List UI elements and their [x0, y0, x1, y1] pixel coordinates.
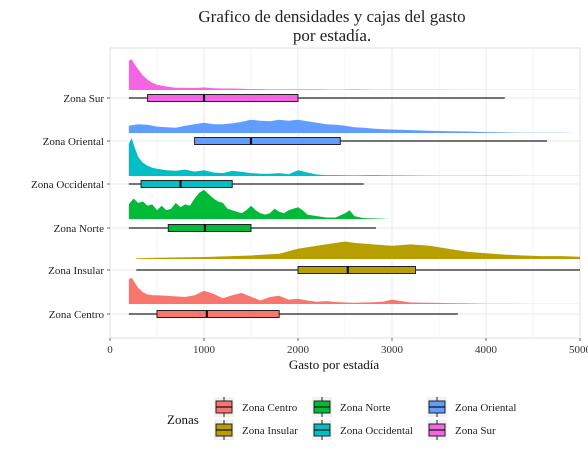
legend-item-zona-centro: Zona Centro: [214, 397, 298, 417]
legend-label-zona-oriental: Zona Oriental: [455, 402, 516, 414]
y-axis-labels: Zona Centro Zona Insular Zona Norte Zona Oc…: [31, 93, 110, 321]
legend-keys: Zona Centro Zona Insular Zona Norte Zona Oc…: [214, 397, 516, 440]
box-zona-oriental: [194, 137, 341, 145]
legend-item-zona-norte: Zona Norte: [312, 397, 391, 417]
box-zona-sur: [147, 94, 299, 102]
density-ridge-zona-centro: [128, 277, 581, 304]
y-label-zona-insular: Zona Insular: [48, 265, 104, 277]
box-zona-norte: [167, 224, 252, 232]
x-tick-label-2: 2000: [287, 344, 310, 356]
box-zona-occidental: [140, 180, 233, 188]
x-tick-label-1: 1000: [193, 344, 216, 356]
legend-label-zona-norte: Zona Norte: [340, 402, 391, 414]
x-tick-label-0: 0: [107, 344, 113, 356]
legend-item-zona-occidental: Zona Occidental: [312, 420, 413, 440]
density-ridge-zona-insular: [136, 241, 581, 259]
y-label-zona-sur: Zona Sur: [63, 93, 104, 105]
y-label-zona-oriental: Zona Oriental: [43, 136, 104, 148]
chart-title-line-2: por estadía.: [293, 26, 371, 45]
density-ridge-zona-norte: [128, 189, 393, 219]
y-label-zona-centro: Zona Centro: [49, 309, 105, 321]
legend-label-zona-insular: Zona Insular: [242, 425, 298, 437]
chart-title-line-1: Grafico de densidades y cajas del gasto: [198, 7, 465, 26]
density-ridge-zona-occidental: [128, 138, 581, 176]
legend-item-zona-oriental: Zona Oriental: [427, 397, 516, 417]
y-label-zona-occidental: Zona Occidental: [31, 179, 104, 191]
legend-label-zona-sur: Zona Sur: [455, 425, 496, 437]
legend-item-zona-insular: Zona Insular: [214, 420, 298, 440]
boxplots: [128, 94, 580, 318]
y-label-zona-norte: Zona Norte: [54, 223, 105, 235]
box-zona-insular: [297, 266, 416, 274]
density-ridge-zona-oriental: [128, 119, 581, 133]
legend-label-zona-centro: Zona Centro: [242, 402, 298, 414]
x-tick-label-4: 4000: [475, 344, 498, 356]
legend-label-zona-occidental: Zona Occidental: [340, 425, 413, 437]
x-axis-ticks: 0 1000 2000 3000 4000 5000: [107, 338, 588, 356]
box-zona-centro: [156, 310, 280, 318]
x-tick-label-3: 3000: [381, 344, 404, 356]
legend-item-zona-sur: Zona Sur: [427, 420, 496, 440]
legend-title: Zonas: [167, 412, 199, 427]
x-tick-label-5: 5000: [569, 344, 588, 356]
x-axis-title: Gasto por estadía: [289, 357, 379, 372]
density-ridges: [128, 59, 581, 304]
